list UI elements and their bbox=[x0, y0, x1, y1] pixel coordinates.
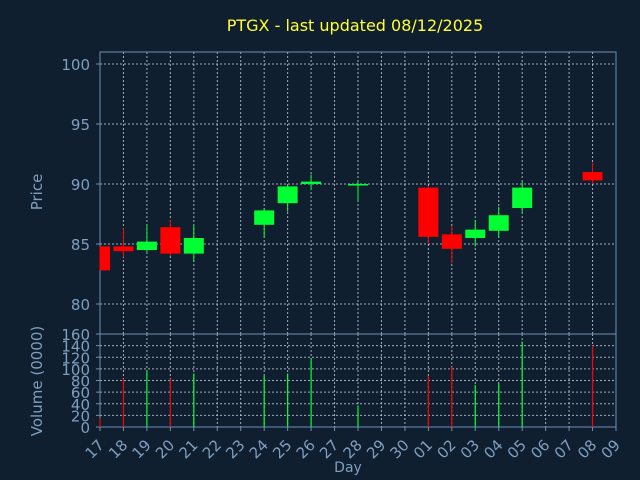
candle-body bbox=[100, 246, 110, 271]
candle bbox=[136, 224, 157, 253]
candle-body bbox=[113, 246, 134, 252]
volume-y-tick-label: 20 bbox=[71, 407, 90, 425]
candle bbox=[99, 246, 110, 271]
candle bbox=[512, 181, 533, 213]
x-tick-label: 29 bbox=[363, 436, 389, 462]
candle bbox=[465, 220, 486, 247]
price-y-tick-label: 100 bbox=[61, 56, 90, 74]
volume-y-tick-label: 80 bbox=[71, 373, 90, 391]
price-y-tick-label: 80 bbox=[71, 296, 90, 314]
x-tick-label: 04 bbox=[480, 436, 506, 462]
x-tick-label: 03 bbox=[457, 436, 483, 462]
volume-panel: 0204060801001201401601718192021222324252… bbox=[61, 326, 623, 462]
volume-y-tick-label: 120 bbox=[61, 349, 90, 367]
x-tick-label: 23 bbox=[222, 436, 248, 462]
chart-title: PTGX - last updated 08/12/2025 bbox=[227, 16, 484, 35]
x-tick-label: 27 bbox=[316, 436, 342, 462]
candle bbox=[418, 186, 439, 244]
x-tick-label: 18 bbox=[105, 436, 131, 462]
candle bbox=[441, 226, 462, 264]
price-y-tick-label: 95 bbox=[71, 116, 90, 134]
candle-body bbox=[441, 234, 462, 249]
candle-body bbox=[160, 227, 181, 254]
x-tick-label: 17 bbox=[82, 436, 108, 462]
x-tick-label: 06 bbox=[527, 436, 553, 462]
x-tick-label: 26 bbox=[293, 436, 319, 462]
candle bbox=[254, 208, 275, 238]
x-tick-label: 30 bbox=[387, 436, 413, 462]
candle-body bbox=[465, 229, 486, 238]
volume-axis-label: Volume (0000) bbox=[28, 326, 46, 436]
volume-y-tick-label: 60 bbox=[71, 384, 90, 402]
candle-body bbox=[582, 172, 603, 181]
x-tick-label: 24 bbox=[246, 436, 272, 462]
volume-y-tick-label: 140 bbox=[61, 338, 90, 356]
candle bbox=[348, 180, 368, 201]
x-tick-label: 08 bbox=[574, 436, 600, 462]
candle-body bbox=[277, 186, 298, 204]
candle bbox=[113, 228, 134, 258]
candle bbox=[582, 162, 603, 184]
volume-y-tick-label: 160 bbox=[61, 326, 90, 344]
candle-body bbox=[254, 210, 275, 225]
x-tick-label: 21 bbox=[175, 436, 201, 462]
candle bbox=[301, 174, 322, 190]
candle-body bbox=[512, 187, 533, 208]
x-tick-label: 19 bbox=[129, 436, 155, 462]
candle-body bbox=[183, 238, 204, 254]
x-tick-label: 07 bbox=[551, 436, 577, 462]
candle-body bbox=[418, 187, 439, 237]
volume-y-tick-label: 100 bbox=[61, 361, 90, 379]
candle-body bbox=[301, 181, 322, 184]
x-tick-label: 02 bbox=[433, 436, 459, 462]
candle-body bbox=[488, 215, 509, 231]
x-tick-label: 20 bbox=[152, 436, 178, 462]
x-tick-label: 22 bbox=[199, 436, 225, 462]
volume-y-tick-label: 0 bbox=[80, 419, 90, 437]
price-axis-label: Price bbox=[28, 174, 46, 211]
x-tick-label: 25 bbox=[269, 436, 295, 462]
candle bbox=[488, 206, 509, 238]
x-axis-label: Day bbox=[334, 460, 362, 476]
price-y-tick-label: 90 bbox=[71, 176, 90, 194]
x-tick-label: 09 bbox=[598, 436, 624, 462]
candle bbox=[160, 220, 181, 256]
volume-y-tick-label: 40 bbox=[71, 396, 90, 414]
price-panel: 80 85 90 95 100 bbox=[61, 51, 617, 335]
candle bbox=[183, 224, 204, 262]
candle bbox=[277, 185, 298, 212]
x-tick-label: 28 bbox=[340, 436, 366, 462]
x-tick-label: 05 bbox=[504, 436, 530, 462]
x-tick-label: 01 bbox=[410, 436, 436, 462]
candle-body bbox=[136, 241, 157, 250]
candle-body bbox=[348, 184, 368, 186]
price-y-tick-label: 85 bbox=[71, 236, 90, 254]
